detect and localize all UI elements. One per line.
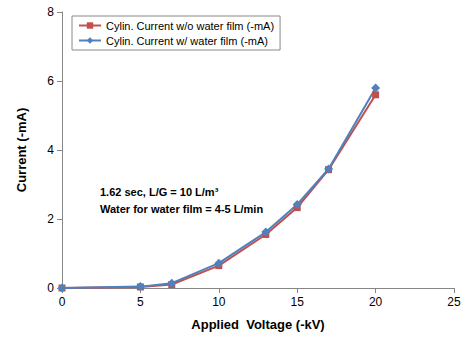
svg-text:Water for water film = 4-5 L/m: Water for water film = 4-5 L/min: [100, 203, 263, 215]
svg-text:15: 15: [291, 295, 305, 309]
svg-text:1.62 sec, L/G = 10 L/m³: 1.62 sec, L/G = 10 L/m³: [100, 186, 219, 198]
svg-text:0: 0: [47, 281, 54, 295]
svg-text:0: 0: [59, 295, 66, 309]
svg-text:6: 6: [47, 74, 54, 88]
svg-text:2: 2: [47, 212, 54, 226]
svg-text:Cylin. Current w/o water film: Cylin. Current w/o water film (-mA): [106, 20, 274, 32]
svg-text:25: 25: [447, 295, 461, 309]
svg-text:5: 5: [137, 295, 144, 309]
svg-text:4: 4: [47, 143, 54, 157]
svg-text:Current (-mA): Current (-mA): [14, 108, 29, 193]
svg-text:8: 8: [47, 5, 54, 19]
svg-text:Applied Voltage (-kV): Applied Voltage (-kV): [191, 317, 324, 332]
svg-text:20: 20: [369, 295, 383, 309]
svg-text:10: 10: [212, 295, 226, 309]
svg-text:Cylin. Current w/ water film (: Cylin. Current w/ water film (-mA): [106, 35, 268, 47]
